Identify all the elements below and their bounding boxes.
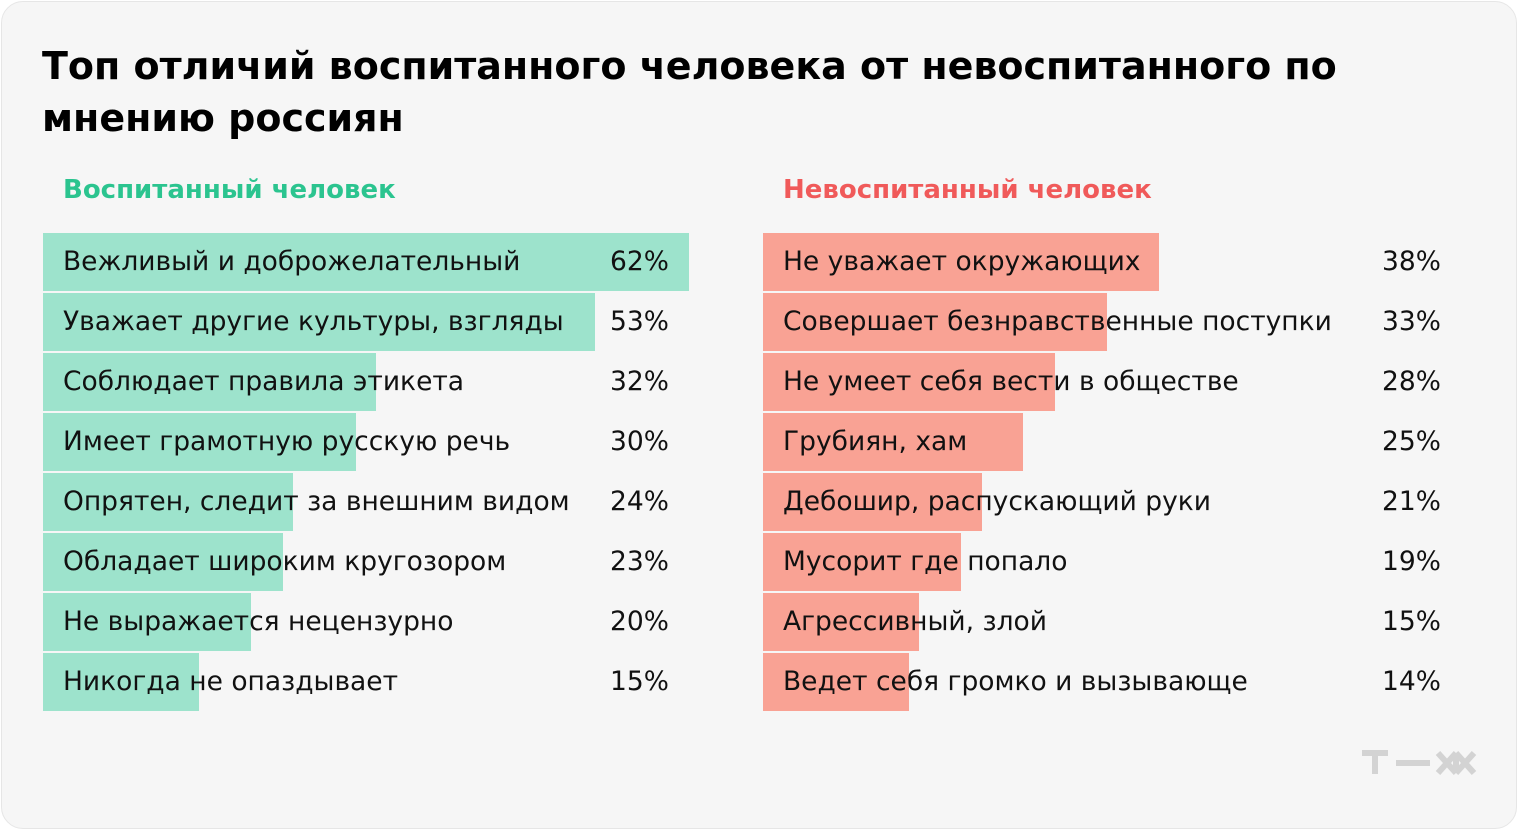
left-bar-row: Опрятен, следит за внешним видом 24% [43,473,743,531]
right-bar-value: 25% [1382,426,1441,457]
left-bar-row: Не выражается нецензурно 20% [43,593,743,651]
left-bar-label: Обладает широким кругозором [63,546,507,577]
left-panel-title: Воспитанный человек [63,175,396,205]
left-bar-value: 15% [610,666,669,697]
right-bar [763,473,982,531]
right-bar [763,353,1055,411]
left-bar-label: Соблюдает правила этикета [63,366,465,397]
right-bar [763,233,1159,291]
right-bar-row: Совершает безнравственные поступки 33% [763,293,1463,351]
left-bar [43,653,200,711]
right-bar-label: Ведет себя громко и вызывающе [783,666,1248,697]
right-bar-value: 14% [1382,666,1441,697]
right-bar-label: Грубиян, хам [783,426,968,457]
right-bar-row: Агрессивный, злой 15% [763,593,1463,651]
left-bar [43,533,283,591]
right-bar-row: Не умеет себя вести в обществе 28% [763,353,1463,411]
right-bar-label: Агрессивный, злой [783,606,1047,637]
right-bar-label: Дебошир, распускающий руки [783,486,1212,517]
left-bar [43,593,252,651]
right-bar-label: Не умеет себя вести в обществе [783,366,1239,397]
left-bar [43,353,377,411]
left-bar-row: Соблюдает правила этикета 32% [43,353,743,411]
chart-title: Топ отличий воспитанного человека от нев… [42,44,1337,140]
right-bar [763,533,961,591]
tzh-logo-icon [1362,750,1477,776]
right-bar-list: Не уважает окружающих 38% Совершает безнра… [763,233,1463,713]
left-bar-row: Обладает широким кругозором 23% [43,533,743,591]
left-bar-row: Уважает другие культуры, взгляды 53% [43,293,743,351]
right-bar-row: Ведет себя громко и вызывающе 14% [763,653,1463,711]
right-bar-value: 38% [1382,246,1441,277]
left-bar-label: Имеет грамотную русскую речь [63,426,511,457]
right-bar [763,413,1024,471]
right-bar-row: Дебошир, распускающий руки 21% [763,473,1463,531]
left-bar-label: Не выражается нецензурно [63,606,454,637]
left-bar [43,233,689,291]
left-bar-value: 23% [610,546,669,577]
left-bar-row: Имеет грамотную русскую речь 30% [43,413,743,471]
right-bar [763,653,909,711]
right-bar-value: 21% [1382,486,1441,517]
left-bar-row: Никогда не опаздывает 15% [43,653,743,711]
right-bar-row: Не уважает окружающих 38% [763,233,1463,291]
right-bar [763,593,920,651]
right-bar-label: Мусорит где попало [783,546,1068,577]
left-bar-value: 62% [610,246,669,277]
left-bar [43,413,356,471]
right-panel-title: Невоспитанный человек [783,175,1152,205]
left-bar-label: Никогда не опаздывает [63,666,399,697]
left-bar-label: Вежливый и доброжелательный [63,246,521,277]
right-bar [763,293,1107,351]
right-bar-value: 28% [1382,366,1441,397]
right-bar-label: Не уважает окружающих [783,246,1141,277]
right-bar-value: 15% [1382,606,1441,637]
right-bar-value: 33% [1382,306,1441,337]
left-bar-label: Уважает другие культуры, взгляды [63,306,564,337]
right-bar-label: Совершает безнравственные поступки [783,306,1332,337]
left-bar-value: 30% [610,426,669,457]
left-bar [43,293,596,351]
left-bar-list: Вежливый и доброжелательный 62% Уважает др… [43,233,743,713]
left-bar-value: 53% [610,306,669,337]
left-bar-value: 24% [610,486,669,517]
left-bar-value: 32% [610,366,669,397]
right-bar-value: 19% [1382,546,1441,577]
left-bar [43,473,294,531]
left-bar-label: Опрятен, следит за внешним видом [63,486,570,517]
left-bar-value: 20% [610,606,669,637]
right-bar-row: Грубиян, хам 25% [763,413,1463,471]
left-bar-row: Вежливый и доброжелательный 62% [43,233,743,291]
right-bar-row: Мусорит где попало 19% [763,533,1463,591]
